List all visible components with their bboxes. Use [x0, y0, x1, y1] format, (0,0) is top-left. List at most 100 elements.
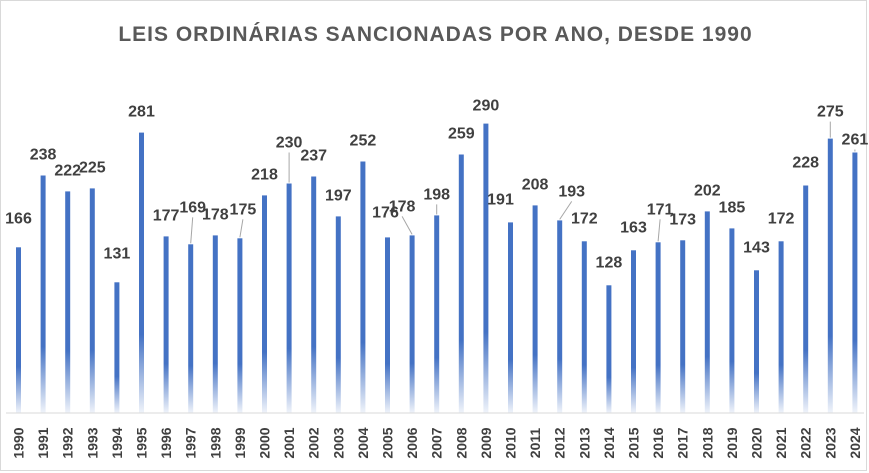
- bar-2014: [606, 285, 612, 413]
- x-tick-1997: 1997: [183, 427, 199, 458]
- data-label-2004: 252: [350, 133, 377, 150]
- x-tick-2012: 2012: [552, 427, 568, 458]
- data-label-2016: 171: [647, 201, 674, 218]
- x-tick-2016: 2016: [650, 427, 666, 458]
- x-tick-1994: 1994: [109, 427, 125, 458]
- data-label-1990: 166: [5, 210, 32, 227]
- x-tick-2001: 2001: [281, 427, 297, 458]
- data-label-1991: 238: [30, 147, 57, 164]
- data-label-2018: 202: [694, 182, 721, 199]
- bar-2013: [581, 241, 587, 413]
- bar-2001: [286, 183, 292, 413]
- x-tick-2002: 2002: [306, 427, 322, 458]
- x-tick-2019: 2019: [724, 427, 740, 458]
- data-label-2020: 143: [743, 239, 770, 256]
- data-label-1994: 131: [104, 245, 131, 262]
- x-tick-1993: 1993: [84, 427, 100, 458]
- bar-2011: [532, 205, 538, 413]
- x-tick-1991: 1991: [35, 427, 51, 458]
- bar-2006: [409, 235, 415, 413]
- bar-2019: [729, 228, 735, 413]
- x-tick-2024: 2024: [847, 427, 863, 458]
- data-label-2013: 172: [571, 210, 598, 227]
- x-tick-2005: 2005: [380, 427, 396, 458]
- data-label-1992: 222: [54, 162, 81, 179]
- bar-1990: [16, 247, 21, 413]
- x-tick-2000: 2000: [257, 427, 273, 458]
- x-tick-2003: 2003: [330, 427, 346, 458]
- x-tick-2008: 2008: [453, 427, 469, 458]
- bar-2021: [778, 241, 784, 413]
- data-label-2015: 163: [620, 219, 647, 236]
- chart-title: LEIS ORDINÁRIAS SANCIONADAS POR ANO, DES…: [118, 23, 753, 46]
- data-label-1995: 281: [128, 104, 155, 121]
- x-tick-2023: 2023: [822, 427, 838, 458]
- bar-2016: [655, 242, 661, 413]
- data-label-1997: 169: [179, 199, 206, 216]
- leader-line-2006: [401, 216, 413, 235]
- x-tick-1995: 1995: [134, 427, 150, 458]
- bar-2010: [508, 222, 513, 413]
- data-label-2006: 178: [389, 198, 416, 215]
- bar-2005: [385, 237, 390, 413]
- data-label-2023: 275: [817, 104, 844, 121]
- bar-1997: [188, 244, 194, 413]
- data-label-2009: 290: [473, 98, 500, 115]
- data-label-2010: 191: [487, 191, 514, 208]
- bar-1992: [65, 191, 71, 413]
- data-label-2003: 197: [325, 187, 352, 204]
- bar-1991: [40, 175, 46, 413]
- data-label-1999: 175: [230, 201, 257, 218]
- x-tick-2015: 2015: [626, 427, 642, 458]
- data-label-2019: 185: [719, 199, 746, 216]
- x-tick-2007: 2007: [429, 427, 445, 458]
- data-label-1998: 178: [202, 206, 229, 223]
- bar-1999: [237, 238, 243, 413]
- bar-1998: [212, 235, 218, 413]
- bar-2008: [458, 154, 464, 413]
- bar-2000: [262, 195, 267, 413]
- bar-2020: [754, 270, 759, 413]
- data-label-2000: 218: [251, 166, 278, 183]
- bar-1996: [163, 236, 169, 413]
- bar-2012: [557, 220, 563, 413]
- bar-2007: [434, 215, 440, 413]
- x-tick-2009: 2009: [478, 427, 494, 458]
- leader-line-1997: [190, 217, 194, 244]
- x-tick-1990: 1990: [11, 427, 27, 458]
- bar-2009: [483, 123, 489, 413]
- data-label-2017: 173: [669, 211, 696, 228]
- x-tick-1999: 1999: [232, 427, 248, 458]
- data-label-2021: 172: [768, 210, 795, 227]
- leader-line-2016: [657, 219, 661, 242]
- data-label-2022: 228: [792, 155, 819, 172]
- x-tick-2011: 2011: [527, 428, 543, 459]
- data-label-1996: 177: [153, 207, 180, 224]
- bar-2022: [803, 185, 809, 413]
- data-label-2002: 237: [300, 148, 327, 165]
- data-label-1993: 225: [79, 159, 106, 176]
- x-tick-2022: 2022: [798, 427, 814, 458]
- leader-line-1999: [239, 219, 244, 238]
- x-tick-2014: 2014: [601, 427, 617, 458]
- bar-2023: [827, 138, 833, 413]
- x-tick-2006: 2006: [404, 427, 420, 458]
- bar-2024: [852, 152, 858, 413]
- bar-2015: [631, 250, 636, 413]
- x-tick-2020: 2020: [749, 427, 765, 458]
- x-tick-1998: 1998: [207, 427, 223, 458]
- x-tick-1996: 1996: [158, 427, 174, 458]
- bar-1994: [114, 282, 120, 413]
- bar-2018: [704, 211, 710, 413]
- x-tick-2004: 2004: [355, 427, 371, 458]
- data-label-2024: 261: [842, 132, 869, 149]
- x-tick-2021: 2021: [773, 427, 789, 458]
- data-label-2014: 128: [596, 254, 623, 271]
- data-label-2005: 176: [372, 204, 399, 221]
- data-label-2007: 198: [423, 186, 450, 203]
- bar-2017: [680, 240, 686, 413]
- data-label-2012: 193: [558, 183, 585, 200]
- bar-2003: [335, 216, 341, 413]
